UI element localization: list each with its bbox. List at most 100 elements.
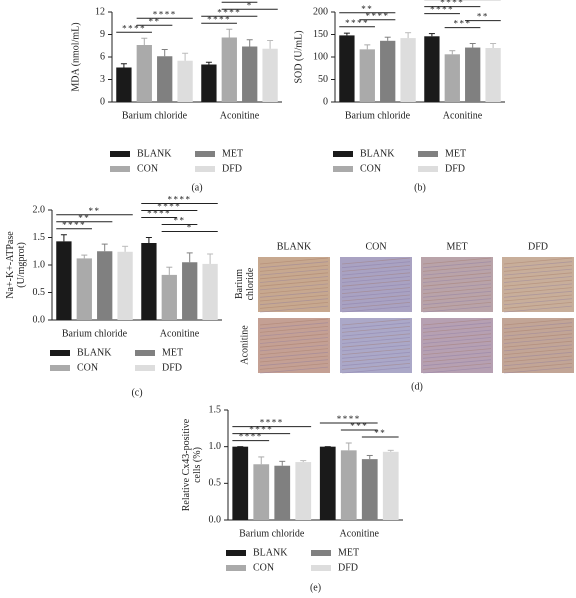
legend-label: BLANK [137,148,172,159]
texture [341,333,411,341]
texture [422,290,492,298]
error-bar [384,36,391,41]
significance-label: **** [239,432,263,442]
legend-label: MET [162,347,183,358]
texture [503,279,573,287]
error-bar [122,245,129,252]
bar [202,263,218,320]
significance-label: * [187,223,193,233]
bar [382,451,399,520]
legend-label: BLANK [77,347,112,358]
significance-label: ** [89,206,101,216]
y-tick-label: 0.5 [33,287,46,298]
bar [157,56,173,102]
column-header: CON [365,241,386,252]
significance-label: *** [350,421,368,431]
texture [341,340,411,348]
texture [422,279,492,287]
micrograph [258,257,330,312]
y-tick-label: 6 [100,51,105,62]
texture [259,290,329,298]
legend-swatch [135,350,155,356]
chart: 0.0 0.5 1.0 1.5 Relative Cx43-positive cells … [181,404,403,593]
panel-label: (a) [191,182,202,193]
texture [422,276,492,283]
texture [422,287,492,294]
bar [232,446,249,520]
error-bar [387,449,394,452]
significance-label: *** [454,19,472,29]
legend-label: CON [253,562,274,573]
texture [341,305,411,313]
error-bar [279,460,286,466]
bar [221,37,237,102]
row-label: Barium [234,269,245,299]
bar [97,251,113,320]
texture [422,326,492,333]
significance-label: **** [440,0,464,8]
texture [259,261,329,269]
texture [259,359,329,367]
error-bar [267,40,274,49]
error-bar [226,28,233,38]
texture [341,337,411,344]
texture [341,363,411,370]
x-tick-label: Aconitine [340,528,380,539]
texture [503,329,573,337]
texture [259,348,329,355]
error-bar [101,243,108,252]
bar [361,459,378,520]
significance-label: ** [361,4,373,14]
error-bar [205,61,212,65]
bar [319,446,336,520]
x-tick-label: Aconitine [160,328,200,339]
texture [341,359,411,367]
significance-label: **** [260,418,284,428]
panel-label: (d) [411,381,423,392]
y-tick-label: 2.0 [33,204,46,215]
y-tick-label: 150 [313,29,328,40]
significance-label: **** [337,414,361,424]
texture [259,340,329,348]
column-header: MET [446,241,467,252]
texture [341,348,411,355]
legend-label: MET [445,148,466,159]
legend-swatch [226,550,246,556]
bar [262,48,278,102]
x-tick-label: Barium chloride [345,110,411,121]
texture [259,329,329,337]
column-header: BLANK [277,241,312,252]
panel-label: (e) [310,582,321,593]
error-bar [449,50,456,55]
bar [444,54,460,102]
texture [422,272,492,280]
legend-label: MET [222,148,243,159]
micrograph [340,257,412,312]
texture [259,326,329,333]
significance-label: **** [217,7,241,17]
texture [259,305,329,313]
panel-label: (c) [131,387,142,398]
x-tick-label: Aconitine [220,110,260,121]
y-axis-title: SOD (U/mL) [293,30,304,83]
texture [503,276,573,283]
texture [341,344,411,352]
texture [503,340,573,348]
legend-swatch [333,151,353,157]
texture [259,298,329,306]
texture [422,265,492,272]
legend-label: BLANK [253,547,288,558]
significance-label: ** [234,0,246,3]
legend-swatch [195,166,215,172]
y-tick-label: 9 [100,29,105,40]
texture [259,318,329,326]
error-bar [81,254,88,259]
error-bar [405,32,412,39]
texture [341,265,411,272]
texture [503,261,573,269]
error-bar [490,43,497,48]
texture [341,294,411,302]
bar [136,45,152,102]
significance-label: **** [168,195,192,205]
